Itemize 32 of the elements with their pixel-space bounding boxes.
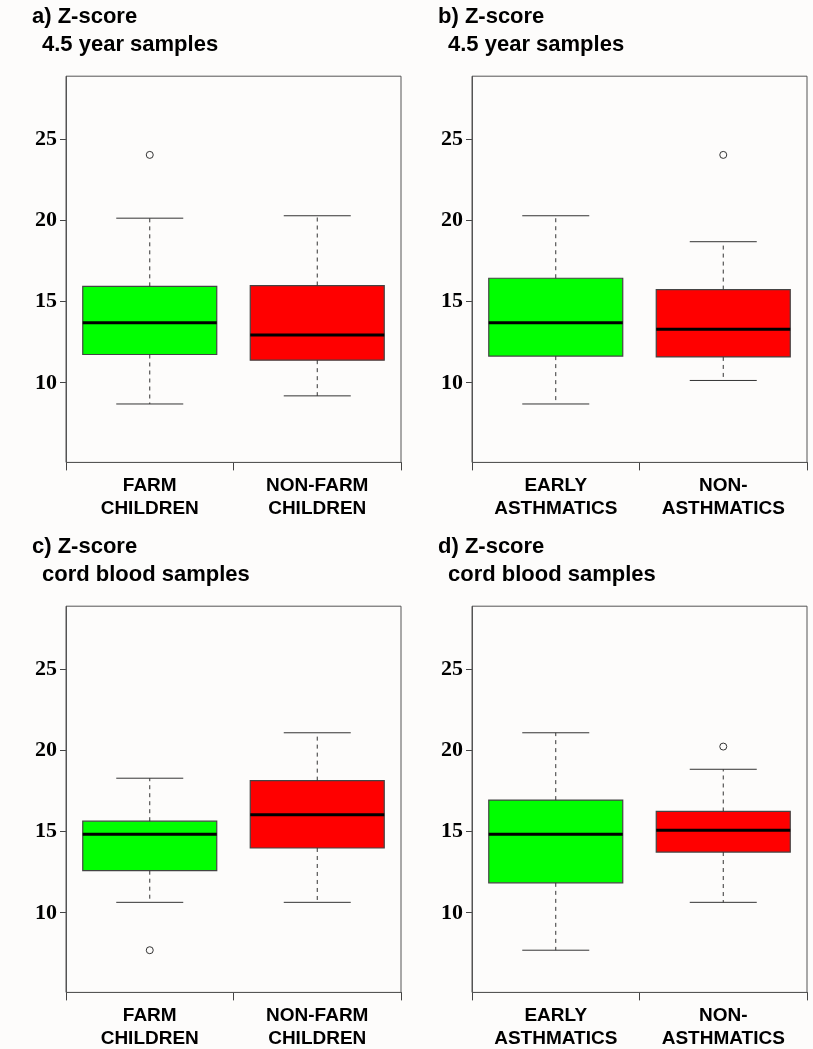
y-tick-label: 10 <box>35 898 57 924</box>
chart-title: d) Z-score <box>438 532 546 560</box>
y-tick-label: 20 <box>441 206 463 232</box>
chart-title: b) Z-score <box>438 2 546 30</box>
y-tick-label: 15 <box>35 287 57 313</box>
chart-subtitle: 4.5 year samples <box>447 30 625 58</box>
y-tick-label: 25 <box>35 125 57 151</box>
y-tick-label: 10 <box>441 898 463 924</box>
y-tick-label: 20 <box>441 736 463 762</box>
x-tick-label: NON-FARM CHILDREN <box>266 1004 369 1048</box>
x-tick-label: EARLY ASTHMATICS <box>494 474 618 518</box>
x-tick-label: FARM CHILDREN <box>100 474 199 518</box>
chart-subtitle: cord blood samples <box>41 560 250 588</box>
x-tick-label: NON-FARM CHILDREN <box>266 474 369 518</box>
y-tick-label: 15 <box>441 287 463 313</box>
y-tick-label: 15 <box>35 817 57 843</box>
x-tick-label: NON- ASTHMATICS <box>661 1004 785 1048</box>
x-tick-label: NON- ASTHMATICS <box>661 474 785 518</box>
x-tick-label: EARLY ASTHMATICS <box>494 1004 618 1048</box>
y-tick-label: 25 <box>35 655 57 681</box>
x-tick-label: FARM CHILDREN <box>100 1004 199 1048</box>
y-tick-label: 10 <box>35 368 57 394</box>
chart-subtitle: 4.5 year samples <box>41 30 219 58</box>
y-tick-label: 25 <box>441 125 463 151</box>
chart-title: a) Z-score <box>32 2 139 30</box>
chart-title: c) Z-score <box>32 532 139 560</box>
y-tick-label: 15 <box>441 817 463 843</box>
y-tick-label: 25 <box>441 655 463 681</box>
y-tick-label: 20 <box>35 206 57 232</box>
y-tick-label: 20 <box>35 736 57 762</box>
y-tick-label: 10 <box>441 368 463 394</box>
chart-subtitle: cord blood samples <box>447 560 656 588</box>
